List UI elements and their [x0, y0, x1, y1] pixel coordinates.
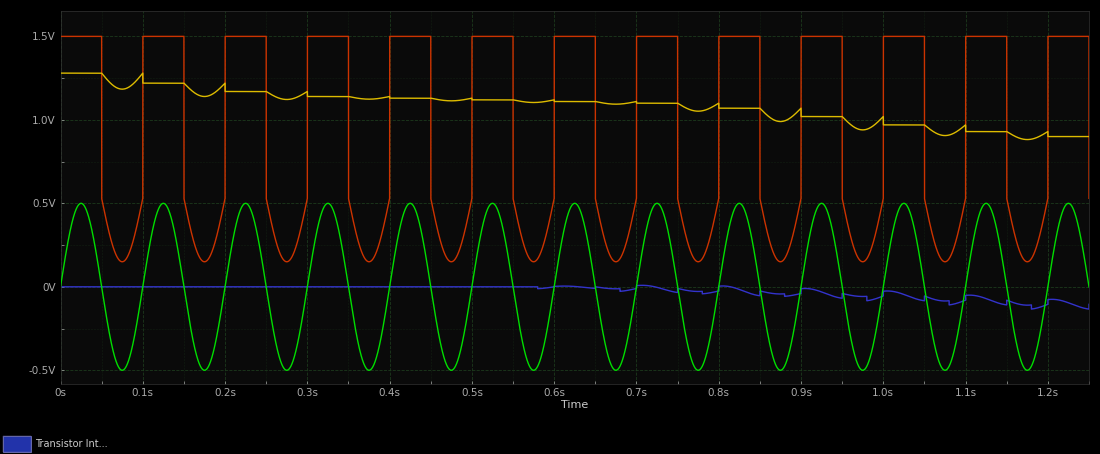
Text: Transistor Int...: Transistor Int... — [35, 439, 108, 449]
X-axis label: Time: Time — [561, 400, 588, 410]
Bar — [3, 436, 31, 453]
Bar — [3, 436, 31, 453]
